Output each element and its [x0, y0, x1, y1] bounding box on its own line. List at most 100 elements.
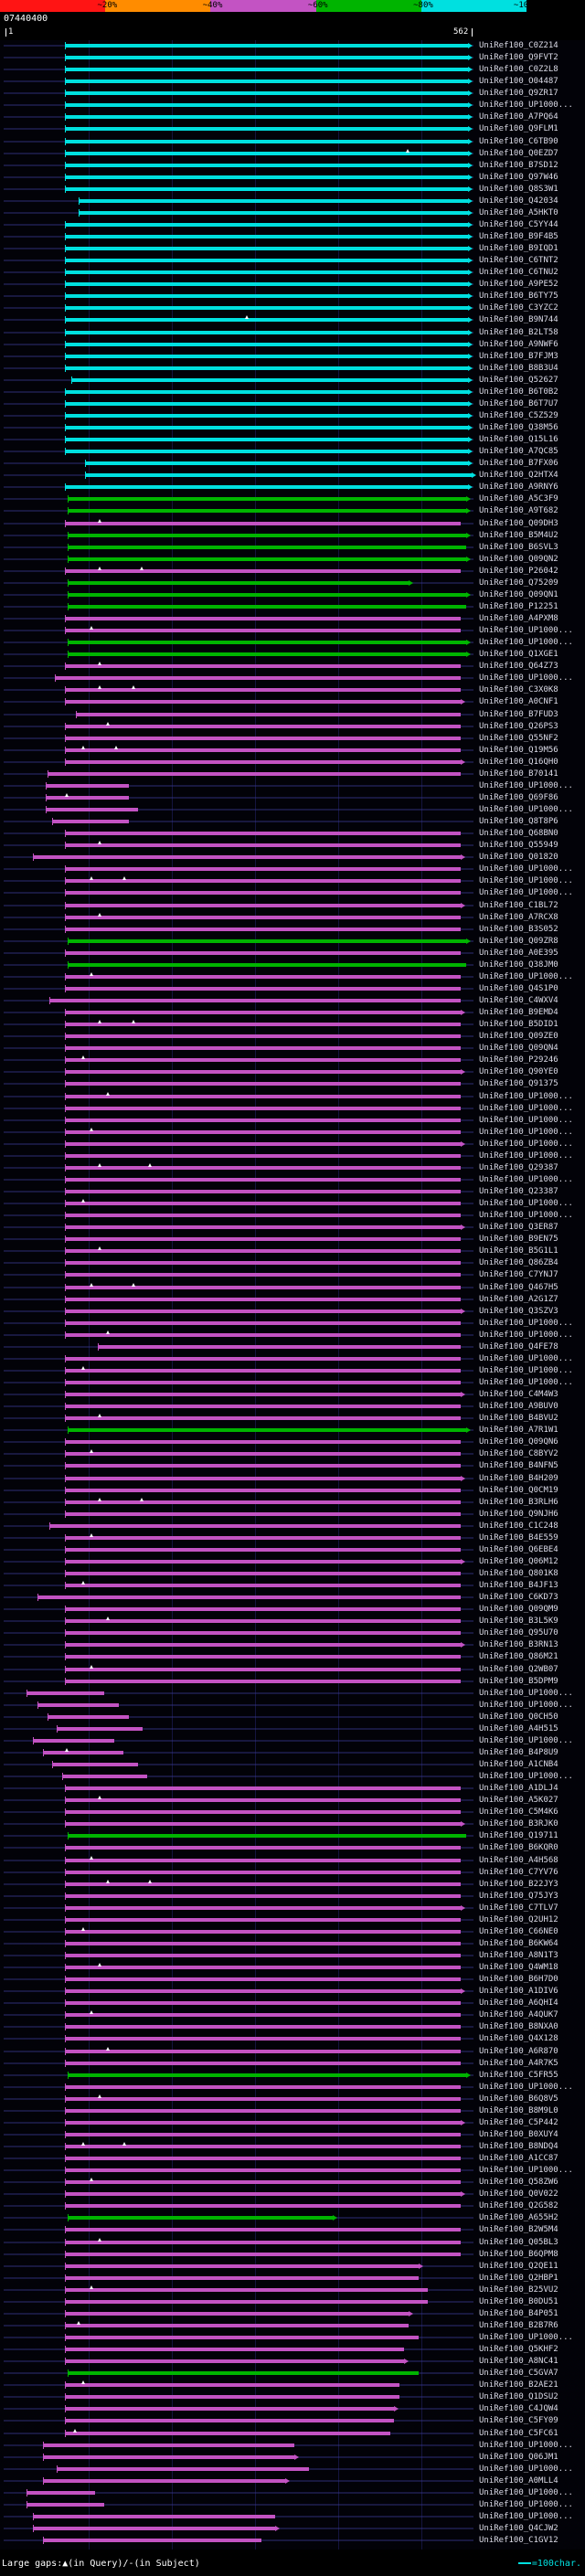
alignment-bar[interactable] [64, 1235, 462, 1244]
hit-label[interactable]: UniRef100_C5YY44 [479, 219, 558, 229]
hit-label[interactable]: UniRef100_Q55949 [479, 841, 558, 851]
alignment-bar[interactable] [64, 1092, 462, 1100]
hit-label[interactable]: UniRef100_Q01820 [479, 853, 558, 863]
alignment-bar[interactable] [68, 2071, 471, 2079]
alignment-bar[interactable] [64, 663, 462, 671]
hit-label[interactable]: UniRef100_Q2UH12 [479, 1914, 558, 1924]
hit-label[interactable]: UniRef100_A5HKT0 [479, 207, 558, 217]
alignment-bar[interactable] [64, 686, 462, 694]
hit-label[interactable]: UniRef100_B3L5K9 [479, 1617, 558, 1627]
hit-label[interactable]: UniRef100_P26042 [479, 566, 558, 576]
hit-label[interactable]: UniRef100_Q3ER87 [479, 1223, 558, 1233]
alignment-bar[interactable] [64, 1462, 462, 1470]
alignment-bar[interactable] [64, 411, 473, 419]
hit-label[interactable]: UniRef100_Q68BN0 [479, 829, 558, 839]
alignment-bar[interactable] [64, 42, 473, 49]
alignment-bar[interactable] [48, 769, 462, 778]
alignment-bar[interactable] [64, 2429, 390, 2437]
hit-label[interactable]: UniRef100_B2AE21 [479, 2380, 558, 2390]
alignment-bar[interactable] [64, 889, 462, 897]
hit-label[interactable]: UniRef100_B6TY75 [479, 292, 558, 302]
alignment-bar[interactable] [57, 1724, 143, 1733]
alignment-bar[interactable] [68, 495, 471, 504]
alignment-bar[interactable] [64, 1283, 462, 1291]
hit-label[interactable]: UniRef100_UP1000... [479, 1365, 573, 1375]
hit-label[interactable]: UniRef100_UP1000... [479, 1103, 573, 1113]
alignment-bar[interactable] [64, 1009, 466, 1017]
hit-label[interactable]: UniRef100_B22JY3 [479, 1879, 558, 1889]
alignment-bar[interactable] [76, 710, 462, 718]
alignment-bar[interactable] [48, 1712, 129, 1721]
hit-label[interactable]: UniRef100_Q19M56 [479, 745, 558, 755]
hit-label[interactable]: UniRef100_B7SD12 [479, 160, 558, 170]
alignment-bar[interactable] [64, 1259, 462, 1267]
hit-label[interactable]: UniRef100_B9EMD4 [479, 1008, 558, 1018]
hit-label[interactable]: UniRef100_Q75209 [479, 578, 558, 588]
hit-label[interactable]: UniRef100_B6T7U7 [479, 398, 558, 408]
hit-label[interactable]: UniRef100_B2LT58 [479, 327, 558, 337]
alignment-bar[interactable] [49, 1521, 462, 1530]
alignment-bar[interactable] [64, 1247, 462, 1256]
alignment-bar[interactable] [64, 233, 473, 240]
hit-label[interactable]: UniRef100_B8NXA0 [479, 2022, 558, 2032]
alignment-bar[interactable] [64, 2083, 462, 2091]
alignment-bar[interactable] [64, 2190, 466, 2199]
hit-label[interactable]: UniRef100_B3S052 [479, 924, 558, 934]
hit-label[interactable]: UniRef100_Q09QN6 [479, 1437, 558, 1447]
hit-label[interactable]: UniRef100_UP1000... [479, 876, 573, 886]
hit-label[interactable]: UniRef100_C3YZC2 [479, 303, 558, 313]
hit-label[interactable]: UniRef100_Q1XGE1 [479, 650, 558, 660]
alignment-bar[interactable] [64, 2226, 462, 2234]
alignment-bar[interactable] [64, 1044, 462, 1053]
alignment-bar[interactable] [64, 1271, 462, 1279]
hit-label[interactable]: UniRef100_Q75JY3 [479, 1891, 558, 1901]
hit-label[interactable]: UniRef100_C1C248 [479, 1521, 558, 1531]
alignment-bar[interactable] [64, 1224, 466, 1232]
hit-label[interactable]: UniRef100_UP1000... [479, 2499, 573, 2509]
hit-label[interactable]: UniRef100_A7R1W1 [479, 1426, 558, 1436]
hit-label[interactable]: UniRef100_Q05BL3 [479, 2237, 558, 2247]
hit-label[interactable]: UniRef100_A1CC87 [479, 2154, 558, 2164]
hit-label[interactable]: UniRef100_B6QPM8 [479, 2249, 558, 2259]
alignment-bar[interactable] [64, 2178, 462, 2187]
alignment-bar[interactable] [64, 424, 473, 431]
hit-label[interactable]: UniRef100_Q9FLM1 [479, 124, 558, 134]
hit-label[interactable]: UniRef100_UP1000... [479, 2166, 573, 2176]
hit-label[interactable]: UniRef100_UP1000... [479, 864, 573, 875]
hit-label[interactable]: UniRef100_B0DU51 [479, 2296, 558, 2306]
alignment-bar[interactable] [64, 125, 473, 133]
alignment-bar[interactable] [64, 1976, 462, 1984]
hit-label[interactable]: UniRef100_A9RNY6 [479, 482, 558, 493]
hit-label[interactable]: UniRef100_B6Q8V5 [479, 2094, 558, 2104]
hit-label[interactable]: UniRef100_Q2HBP1 [479, 2273, 558, 2283]
hit-label[interactable]: UniRef100_UP1000... [479, 805, 573, 814]
hit-label[interactable]: UniRef100_B8M9L0 [479, 2105, 558, 2115]
hit-label[interactable]: UniRef100_Q64Z73 [479, 662, 558, 672]
hit-label[interactable]: UniRef100_UP1000... [479, 2333, 573, 2342]
hit-label[interactable]: UniRef100_B3RLH6 [479, 1497, 558, 1507]
hit-label[interactable]: UniRef100_Q38JM0 [479, 959, 558, 970]
hit-label[interactable]: UniRef100_UP1000... [479, 888, 573, 898]
alignment-bar[interactable] [64, 1856, 462, 1864]
alignment-bar[interactable] [33, 1736, 115, 1744]
hit-label[interactable]: UniRef100_B2W5M4 [479, 2225, 558, 2235]
hit-label[interactable]: UniRef100_C6TB90 [479, 136, 558, 146]
alignment-bar[interactable] [64, 328, 473, 336]
alignment-bar[interactable] [64, 2238, 462, 2246]
hit-label[interactable]: UniRef100_UP1000... [479, 1353, 573, 1363]
alignment-bar[interactable] [45, 806, 138, 813]
alignment-bar[interactable] [64, 2321, 409, 2329]
alignment-bar[interactable] [64, 2346, 405, 2354]
hit-label[interactable]: UniRef100_Q52627 [479, 375, 558, 385]
hit-label[interactable]: UniRef100_UP1000... [479, 1115, 573, 1125]
alignment-bar[interactable] [64, 78, 473, 86]
alignment-bar[interactable] [64, 1450, 462, 1458]
alignment-bar[interactable] [64, 1808, 462, 1817]
alignment-bar[interactable] [33, 2512, 276, 2520]
alignment-bar[interactable] [64, 1677, 462, 1685]
hit-label[interactable]: UniRef100_A0E395 [479, 948, 558, 958]
alignment-bar[interactable] [64, 2167, 462, 2175]
hit-label[interactable]: UniRef100_Q26PS3 [479, 721, 558, 731]
hit-label[interactable]: UniRef100_Q91375 [479, 1079, 558, 1089]
hit-label[interactable]: UniRef100_A2G1Z7 [479, 1294, 558, 1304]
